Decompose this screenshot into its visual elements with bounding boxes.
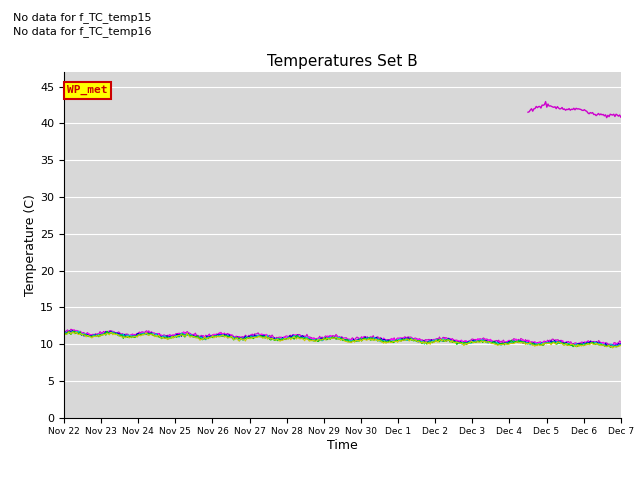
Text: No data for f_TC_temp16: No data for f_TC_temp16 xyxy=(13,26,151,37)
Text: No data for f_TC_temp15: No data for f_TC_temp15 xyxy=(13,12,151,23)
X-axis label: Time: Time xyxy=(327,439,358,452)
Y-axis label: Temperature (C): Temperature (C) xyxy=(24,194,37,296)
Text: WP_met: WP_met xyxy=(67,85,108,96)
Title: Temperatures Set B: Temperatures Set B xyxy=(267,54,418,70)
